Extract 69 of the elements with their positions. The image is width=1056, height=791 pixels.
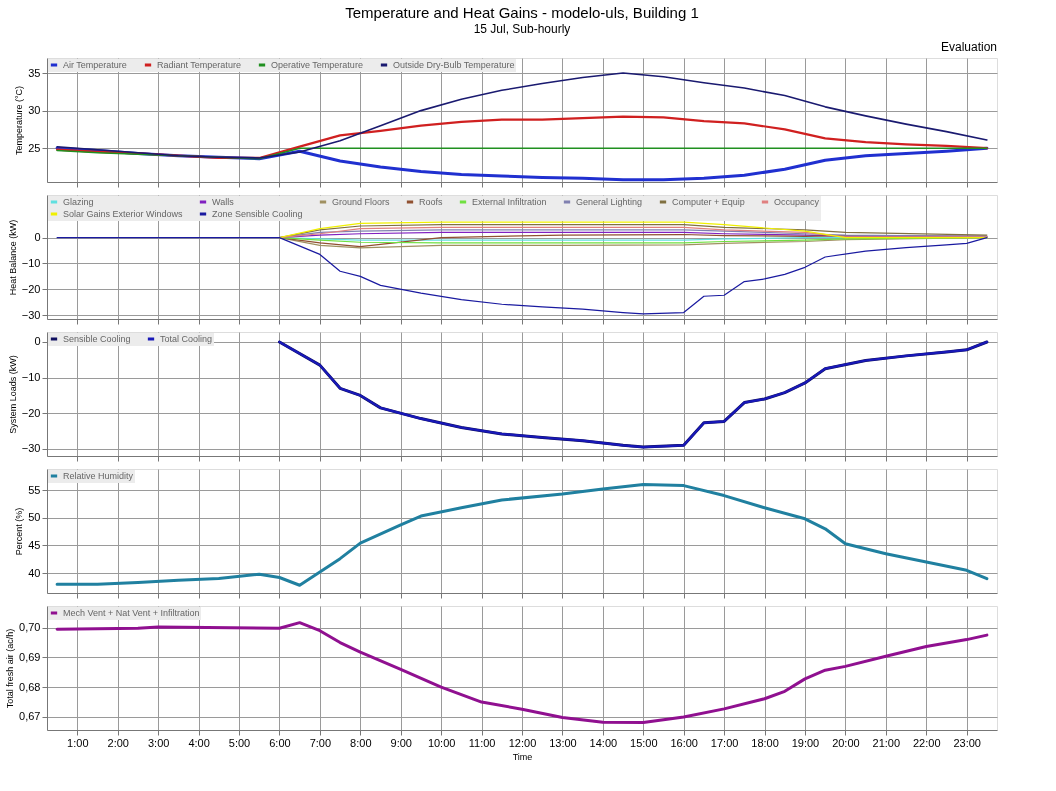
legend-label: Air Temperature (63, 60, 127, 70)
y-tick-label: 35 (28, 66, 41, 79)
x-tick-label: 18:00 (751, 736, 779, 749)
y-tick-label: 30 (28, 104, 41, 117)
legend-label: Relative Humidity (63, 471, 134, 481)
x-tick-label: 9:00 (390, 736, 412, 749)
x-tick-label: 10:00 (427, 736, 456, 749)
x-tick-label: 12:00 (508, 736, 537, 749)
x-tick-label: 3:00 (147, 736, 170, 749)
legend-label: Outside Dry-Bulb Temperature (393, 60, 515, 70)
y-axis-title: System Loads (kW) (7, 355, 18, 434)
x-tick-label: 21:00 (872, 736, 901, 749)
legend-label: Sensible Cooling (63, 334, 131, 344)
x-tick-label: 20:00 (832, 736, 860, 749)
x-axis-title: Time (512, 751, 533, 762)
x-tick-label: 2:00 (107, 736, 129, 749)
y-tick-label: 0,70 (19, 621, 41, 634)
x-tick-label: 15:00 (630, 736, 658, 749)
y-tick-label: 40 (28, 566, 41, 579)
legend-label: Ground Floors (332, 197, 391, 207)
y-axis-title: Total fresh air (ac/h) (5, 628, 16, 709)
legend-label: Occupancy (774, 197, 820, 207)
x-tick-label: 7:00 (309, 736, 332, 749)
text: Evaluation (940, 40, 997, 54)
y-axis-title: Temperature (°C) (14, 85, 25, 156)
y-tick-label: −30 (21, 442, 41, 455)
x-tick-label: 19:00 (791, 736, 820, 749)
y-tick-label: 0,68 (19, 680, 41, 693)
legend-label: External Infiltration (472, 197, 547, 207)
x-tick-label: 23:00 (953, 736, 981, 749)
legend-label: Radiant Temperature (157, 60, 241, 70)
legend-label: Walls (212, 197, 235, 207)
y-tick-label: −20 (21, 282, 41, 295)
x-tick-label: 17:00 (710, 736, 739, 749)
y-axis-title: Percent (%) (14, 507, 25, 556)
x-tick-label: 1:00 (67, 736, 89, 749)
y-tick-label: 0 (34, 335, 41, 348)
x-tick-label: 5:00 (228, 736, 251, 749)
y-tick-label: 50 (28, 511, 41, 524)
y-tick-label: −10 (21, 256, 41, 269)
x-tick-label: 4:00 (188, 736, 210, 749)
y-tick-label: 55 (28, 483, 41, 496)
legend-label: Total Cooling (160, 334, 213, 344)
legend-label: Roofs (419, 197, 444, 207)
legend-label: Operative Temperature (271, 60, 363, 70)
x-tick-label: 13:00 (549, 736, 577, 749)
legend-label: Mech Vent + Nat Vent + Infiltration (63, 608, 200, 618)
legend-label: Glazing (63, 197, 94, 207)
y-tick-label: 0,67 (19, 710, 41, 723)
x-tick-label: 14:00 (589, 736, 618, 749)
y-tick-label: −20 (21, 406, 41, 419)
x-tick-label: 16:00 (670, 736, 698, 749)
x-tick-label: 22:00 (912, 736, 941, 749)
y-tick-label: −30 (21, 308, 41, 321)
legend-label: General Lighting (576, 197, 643, 207)
x-tick-label: 11:00 (468, 736, 496, 749)
y-tick-label: 25 (28, 141, 41, 154)
legend-label: Solar Gains Exterior Windows (63, 209, 184, 219)
y-tick-label: 0,69 (19, 650, 41, 663)
legend-label: Computer + Equip (672, 197, 745, 207)
x-tick-label: 8:00 (350, 736, 372, 749)
y-tick-label: −10 (21, 371, 41, 384)
y-tick-label: 45 (28, 538, 41, 551)
y-axis-title: Heat Balance (kW) (7, 219, 18, 296)
y-tick-label: 0 (34, 231, 41, 244)
x-tick-label: 6:00 (269, 736, 291, 749)
chart-title: Temperature and Heat Gains - modelo-uls, Building 1 (345, 4, 699, 21)
legend-label: Zone Sensible Cooling (212, 209, 303, 219)
chart-subtitle: 15 Jul, Sub-hourly (473, 22, 571, 36)
